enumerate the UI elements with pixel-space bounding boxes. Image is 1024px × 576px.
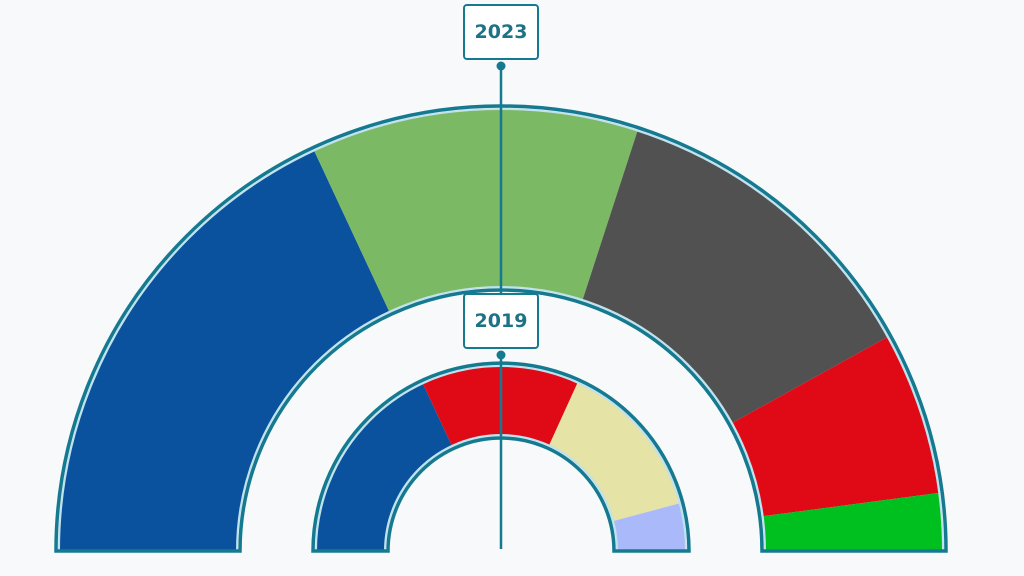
segment-2019-1[interactable] [316,383,452,551]
label-connectors [496,61,506,549]
segment-2023-4[interactable] [731,336,940,517]
ring-2023 [54,104,948,553]
ring-highlight [57,108,945,552]
segment-2019-3[interactable] [549,382,680,522]
ring-border [311,361,691,553]
ring-highlight [314,365,688,552]
year-label-2019: 2019 [463,293,539,349]
segment-2019-4[interactable] [613,503,686,551]
segment-2023-3[interactable] [582,130,888,424]
year-label-2023: 2023 [463,4,539,60]
segment-2023-5[interactable] [762,492,943,551]
segment-2023-2[interactable] [314,109,638,312]
ring-border [54,104,948,553]
segment-2023-1[interactable] [59,150,390,552]
ring-2019 [311,361,691,553]
